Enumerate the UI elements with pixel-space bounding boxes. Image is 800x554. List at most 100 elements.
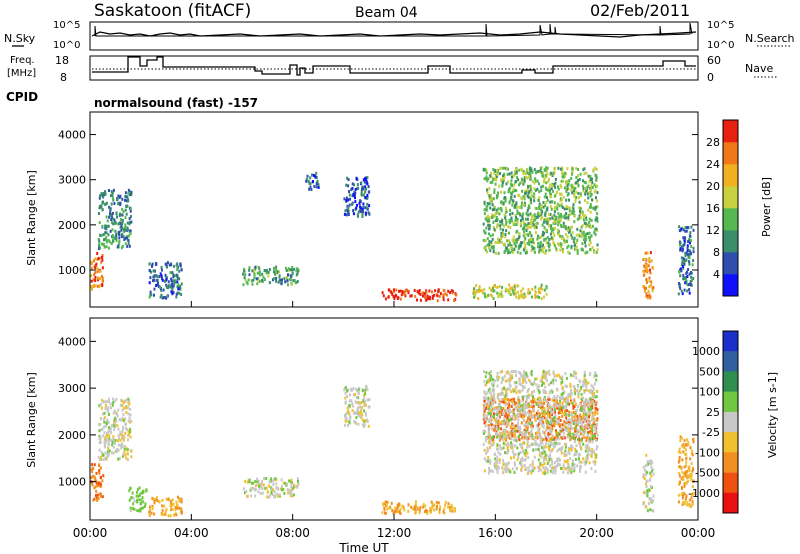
velocity-echo-cell — [543, 416, 546, 420]
power-echo-cell — [516, 238, 519, 241]
velocity-echo-cell — [596, 445, 599, 449]
power-echo-cell — [643, 289, 646, 293]
power-echo-cell — [492, 225, 495, 229]
power-echo-cell — [566, 193, 569, 197]
power-echo-cell — [588, 243, 591, 247]
velocity-colorbar-segment — [723, 432, 738, 453]
velocity-echo-cell — [546, 410, 549, 414]
velocity-echo-cell — [582, 409, 585, 413]
power-echo-cell — [543, 195, 546, 199]
power-echo-cell — [287, 268, 290, 272]
velocity-echo-cell — [543, 462, 546, 466]
velocity-echo-cell — [356, 410, 359, 414]
power-echo-cell — [517, 290, 519, 294]
power-echo-cell — [526, 251, 528, 255]
power-echo-cell — [546, 166, 549, 170]
power-echo-cell — [586, 223, 589, 227]
power-echo-cell — [165, 275, 168, 279]
freq-trace — [92, 56, 696, 76]
power-echo-cell — [127, 188, 130, 192]
power-echo-cell — [539, 287, 542, 290]
power-echo-cell — [530, 224, 533, 228]
velocity-echo-cell — [153, 512, 156, 516]
power-echo-cell — [493, 214, 496, 218]
velocity-echo-cell — [523, 411, 526, 415]
power-echo-cell — [688, 260, 691, 264]
power-echo-cell — [538, 214, 541, 218]
velocity-echo-cell — [531, 426, 534, 430]
velocity-echo-cell — [518, 400, 521, 404]
power-echo-cell — [418, 291, 420, 295]
power-echo-cell — [651, 266, 654, 270]
velocity-echo-cell — [169, 499, 172, 503]
velocity-echo-cell — [595, 395, 598, 398]
velocity-echo-cell — [558, 399, 561, 403]
velocity-echo-cell — [107, 443, 110, 447]
power-echo-cell — [582, 248, 584, 252]
power-echo-cell — [124, 225, 127, 229]
velocity-echo-cell — [526, 451, 529, 455]
power-echo-cell — [275, 268, 278, 272]
power-echo-cell — [119, 203, 122, 207]
velocity-echo-cell — [679, 435, 682, 439]
velocity-echo-cell — [586, 401, 589, 405]
power-echo-cell — [583, 234, 586, 238]
velocity-echo-cell — [510, 398, 513, 402]
power-echo-cell — [573, 210, 576, 214]
power-echo-cell — [107, 224, 110, 228]
velocity-echo-cell — [543, 395, 546, 399]
power-echo-cell — [536, 179, 539, 183]
power-echo-cell — [171, 271, 174, 275]
velocity-echo-cell — [493, 397, 496, 401]
velocity-echo-cell — [561, 415, 564, 418]
power-echo-cell — [177, 283, 180, 287]
velocity-echo-cell — [483, 421, 486, 425]
power-echo-cell — [549, 232, 552, 236]
velocity-echo-cell — [504, 394, 507, 398]
velocity-echo-cell — [522, 377, 524, 381]
power-echo-cell — [179, 262, 182, 266]
power-echo-cell — [160, 266, 163, 269]
velocity-echo-cell — [486, 391, 489, 395]
velocity-echo-cell — [99, 485, 102, 489]
power-echo-cell — [558, 192, 561, 196]
power-echo-cell — [98, 284, 101, 288]
power-echo-cell — [104, 224, 107, 228]
velocity-echo-cell — [510, 456, 512, 460]
power-echo-cell — [171, 287, 174, 291]
velocity-echo-cell — [355, 400, 358, 404]
velocity-echo-cell — [544, 434, 547, 438]
velocity-echo-cell — [688, 504, 691, 508]
velocity-echo-cell — [592, 387, 595, 391]
velocity-echo-cell — [648, 488, 651, 492]
velocity-echo-cell — [493, 379, 496, 383]
power-echo-cell — [596, 191, 599, 195]
velocity-echo-cell — [510, 446, 512, 450]
power-echo-cell — [690, 245, 693, 249]
velocity-echo-cell — [492, 443, 495, 446]
velocity-echo-cell — [545, 412, 548, 415]
power-echo-cell — [505, 182, 508, 186]
velocity-echo-cell — [113, 428, 116, 432]
velocity-echo-cell — [288, 479, 291, 483]
velocity-echo-cell — [488, 410, 490, 413]
power-echo-cell — [645, 278, 648, 282]
velocity-echo-cell — [585, 397, 588, 401]
power-echo-cell — [90, 274, 92, 278]
power-echo-cell — [101, 242, 103, 246]
power-echo-cell — [508, 218, 511, 222]
velocity-echo-cell — [567, 448, 570, 452]
velocity-echo-cell — [596, 422, 598, 426]
velocity-echo-cell — [560, 377, 563, 380]
power-echo-cell — [287, 283, 289, 287]
velocity-echo-cell — [561, 394, 564, 398]
velocity-echo-cell — [564, 372, 567, 376]
velocity-echo-cell — [126, 448, 129, 452]
power-echo-cell — [528, 166, 531, 170]
power-echo-cell — [114, 237, 117, 240]
power-echo-cell — [442, 293, 445, 297]
power-echo-cell — [566, 228, 569, 232]
power-echo-cell — [248, 268, 251, 272]
velocity-echo-cell — [691, 499, 694, 503]
velocity-echo-cell — [542, 466, 545, 470]
